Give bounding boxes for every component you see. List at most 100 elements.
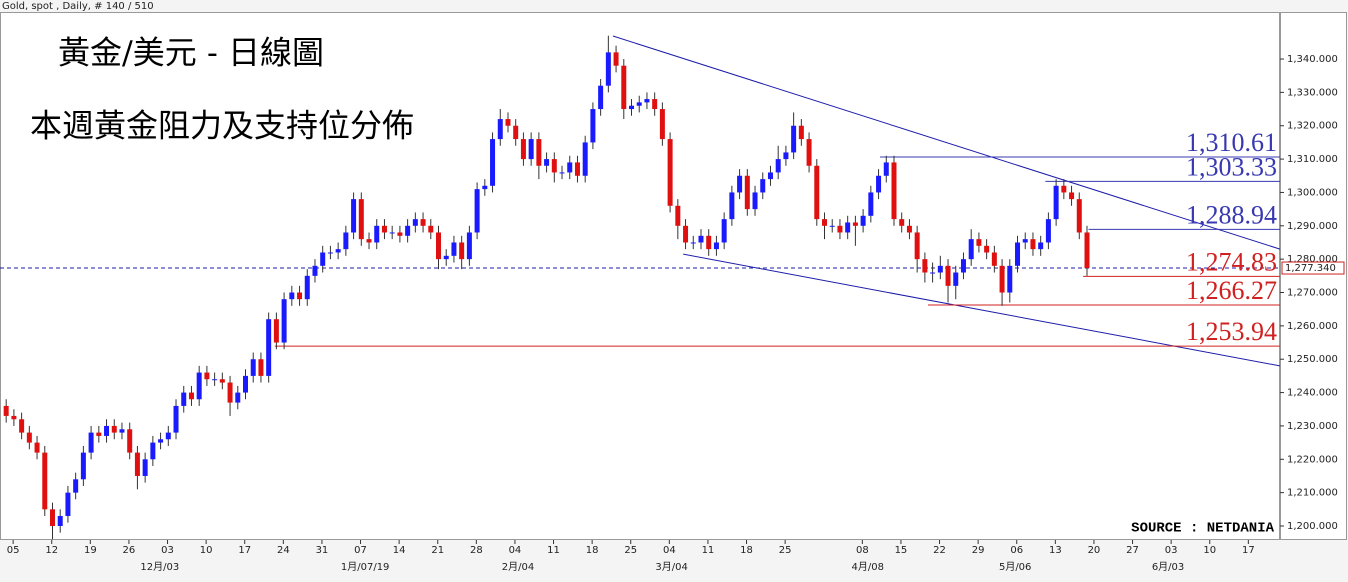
candle-body bbox=[598, 85, 604, 110]
candle-body bbox=[34, 442, 40, 453]
candle-body bbox=[513, 125, 519, 140]
x-tick-label: 04 bbox=[663, 545, 676, 556]
y-tick-label: 1,200.000 bbox=[1287, 521, 1338, 532]
candle-body bbox=[405, 225, 411, 236]
candle-body bbox=[482, 185, 488, 190]
candle-body bbox=[111, 425, 117, 433]
candle-body bbox=[235, 392, 241, 403]
x-tick-label: 14 bbox=[393, 545, 406, 556]
candle-body bbox=[474, 189, 480, 233]
candle-body bbox=[158, 439, 164, 443]
x-tick-label: 10 bbox=[200, 545, 213, 556]
candle-body bbox=[466, 232, 472, 260]
candle-body bbox=[304, 275, 310, 300]
x-tick-label: 11 bbox=[702, 545, 715, 556]
candle-body bbox=[57, 515, 63, 526]
candle-body bbox=[783, 152, 789, 160]
candle-body bbox=[968, 239, 974, 260]
candle-body bbox=[127, 429, 133, 453]
candle-body bbox=[312, 265, 318, 276]
candle-body bbox=[505, 119, 511, 126]
y-tick-label: 1,330.000 bbox=[1287, 87, 1338, 98]
candle-body bbox=[914, 232, 920, 260]
candle-body bbox=[698, 235, 704, 243]
level-label: 1,266.27 bbox=[1186, 276, 1277, 305]
candle-body bbox=[451, 242, 457, 256]
candle-body bbox=[960, 259, 966, 273]
candle-body bbox=[1061, 185, 1067, 193]
candle-body bbox=[26, 432, 32, 443]
candle-body bbox=[883, 162, 889, 176]
candle-body bbox=[366, 239, 372, 243]
candle-body bbox=[1053, 185, 1059, 220]
y-tick-label: 1,220.000 bbox=[1287, 454, 1338, 465]
candle-body bbox=[536, 139, 542, 166]
header: Gold, spot , Daily, # 140 / 510 bbox=[2, 1, 154, 12]
x-tick-label: 05 bbox=[7, 545, 20, 556]
x-tick-label: 13 bbox=[1049, 545, 1062, 556]
candle-body bbox=[65, 492, 71, 516]
x-tick-label: 15 bbox=[895, 545, 908, 556]
level-label: 1,310.61 bbox=[1186, 128, 1277, 157]
candle-body bbox=[791, 125, 797, 153]
x-tick-label: 08 bbox=[856, 545, 869, 556]
candle-body bbox=[243, 375, 249, 393]
candle-body bbox=[250, 359, 256, 376]
candle-body bbox=[737, 175, 743, 193]
candle-body bbox=[96, 432, 102, 436]
candle-body bbox=[1015, 242, 1021, 266]
candle-body bbox=[1076, 199, 1082, 233]
candle-body bbox=[219, 379, 225, 383]
candle-body bbox=[181, 392, 187, 406]
candle-body bbox=[490, 139, 496, 186]
candle-body bbox=[937, 265, 943, 273]
candle-body bbox=[289, 292, 295, 300]
y-tick-label: 1,340.000 bbox=[1287, 54, 1338, 65]
month-label: 1月/07/19 bbox=[341, 561, 390, 573]
x-tick-label: 26 bbox=[123, 545, 136, 556]
x-tick-label: 03 bbox=[161, 545, 174, 556]
candle-body bbox=[88, 432, 94, 453]
candle-body bbox=[752, 192, 758, 210]
candle-body bbox=[443, 255, 449, 260]
candle-body bbox=[906, 225, 912, 233]
candle-body bbox=[636, 102, 642, 106]
candle-body bbox=[798, 125, 804, 140]
candle-body bbox=[837, 225, 843, 233]
candle-body bbox=[991, 252, 997, 266]
candle-body bbox=[320, 252, 326, 266]
y-tick-label: 1,260.000 bbox=[1287, 321, 1338, 332]
y-tick-label: 1,270.000 bbox=[1287, 288, 1338, 299]
candle-body bbox=[999, 265, 1005, 293]
x-tick-label: 17 bbox=[238, 545, 251, 556]
candle-body bbox=[142, 459, 148, 476]
candle-body bbox=[459, 242, 465, 260]
x-tick-label: 31 bbox=[316, 545, 329, 556]
x-tick-label: 19 bbox=[84, 545, 97, 556]
candle-body bbox=[266, 319, 272, 376]
x-tick-label: 27 bbox=[1126, 545, 1139, 556]
candle-body bbox=[683, 225, 689, 243]
candle-body bbox=[19, 419, 25, 433]
candle-body bbox=[134, 452, 140, 476]
candle-body bbox=[891, 162, 897, 220]
candle-body bbox=[397, 232, 403, 236]
candle-body bbox=[829, 225, 835, 227]
candle-body bbox=[381, 225, 387, 233]
candle-body bbox=[744, 175, 750, 210]
candle-body bbox=[644, 99, 650, 103]
x-tick-label: 28 bbox=[470, 545, 483, 556]
candle-body bbox=[775, 159, 781, 173]
candle-body bbox=[551, 159, 557, 173]
month-label: 3月/04 bbox=[655, 561, 687, 573]
candle-body bbox=[922, 259, 928, 273]
x-tick-label: 03 bbox=[1165, 545, 1178, 556]
y-tick-label: 1,280.000 bbox=[1287, 254, 1338, 265]
candle-body bbox=[613, 52, 619, 66]
candle-body bbox=[675, 205, 681, 226]
candle-body bbox=[567, 162, 573, 173]
x-tick-label: 21 bbox=[431, 545, 444, 556]
candle-body bbox=[1022, 239, 1028, 243]
candle-body bbox=[11, 415, 17, 420]
month-label: 6月/03 bbox=[1152, 561, 1184, 573]
